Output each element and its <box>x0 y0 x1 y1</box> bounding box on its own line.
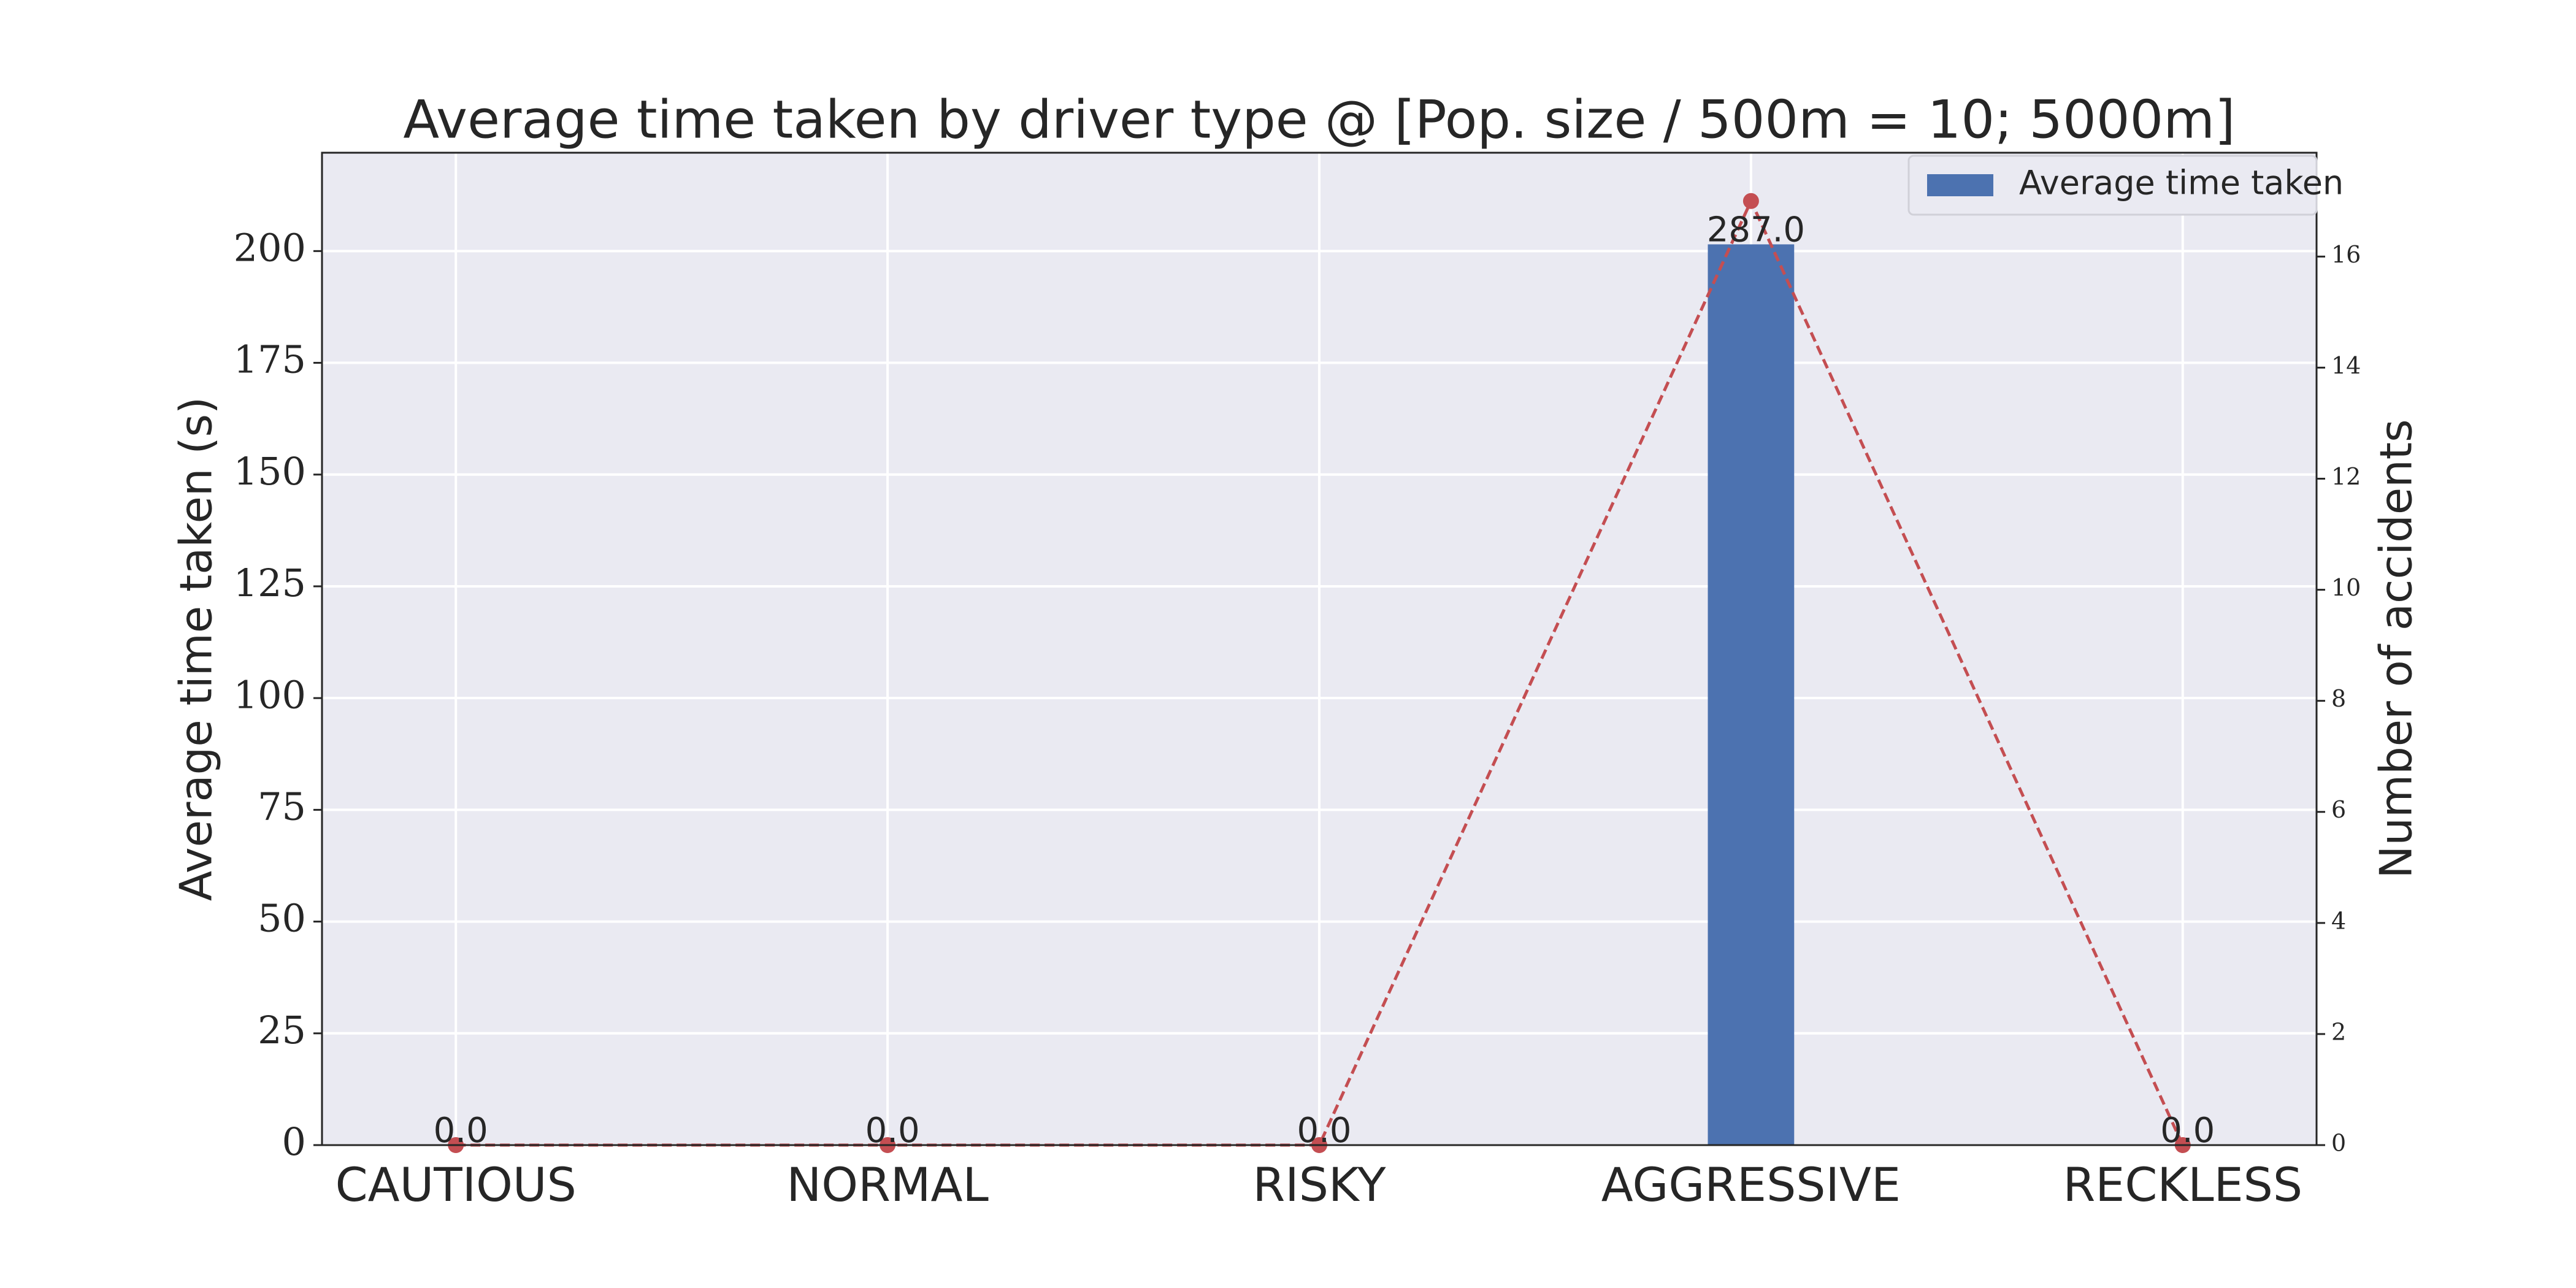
y-tick-label: 175 <box>234 337 306 382</box>
x-tick-label: AGGRESSIVE <box>1601 1157 1901 1212</box>
plot-frame <box>321 151 2318 1146</box>
y2-tick-label: 2 <box>2331 1018 2346 1045</box>
y2-tick-label: 14 <box>2331 352 2361 379</box>
legend-label: Average time taken <box>2019 164 2344 202</box>
bar-annotation: 0.0 <box>1297 1111 1351 1151</box>
y2-tick-label: 6 <box>2331 796 2346 823</box>
y-tick-label: 75 <box>258 784 306 829</box>
y2-tick-label: 12 <box>2331 463 2361 490</box>
x-tick-label: RISKY <box>1252 1157 1386 1212</box>
y2-tick-label: 16 <box>2331 241 2361 268</box>
y2-tick-label: 4 <box>2331 907 2346 934</box>
y-tick-label: 150 <box>234 449 306 494</box>
bar-annotation: 0.0 <box>865 1111 920 1151</box>
x-tick-label: CAUTIOUS <box>335 1157 577 1212</box>
bar <box>1708 244 1795 1145</box>
y2-tick-label: 10 <box>2331 574 2361 601</box>
bar-annotation: 287.0 <box>1707 210 1805 250</box>
legend-swatch <box>1927 174 1993 196</box>
legend-box <box>1907 155 2318 216</box>
y2-axis-label: Number of accidents <box>2371 419 2422 878</box>
line-marker <box>1742 193 1759 209</box>
y-tick-label: 50 <box>258 896 306 941</box>
y-axis-label: Average time taken (s) <box>171 397 222 901</box>
y-tick-label: 200 <box>234 225 306 270</box>
chart-title: Average time taken by driver type @ [Pop… <box>403 89 2235 150</box>
y-tick-label: 100 <box>234 672 306 717</box>
y2-tick-label: 8 <box>2331 685 2346 712</box>
y-tick-label: 25 <box>258 1008 306 1052</box>
x-tick-label: NORMAL <box>786 1157 988 1212</box>
y2-tick-label: 0 <box>2331 1130 2346 1157</box>
bar-annotation: 0.0 <box>2160 1111 2215 1151</box>
y-tick-label: 125 <box>234 561 306 605</box>
y-tick-label: 0 <box>282 1119 306 1164</box>
bar-annotation: 0.0 <box>434 1111 488 1151</box>
x-tick-label: RECKLESS <box>2063 1157 2303 1212</box>
